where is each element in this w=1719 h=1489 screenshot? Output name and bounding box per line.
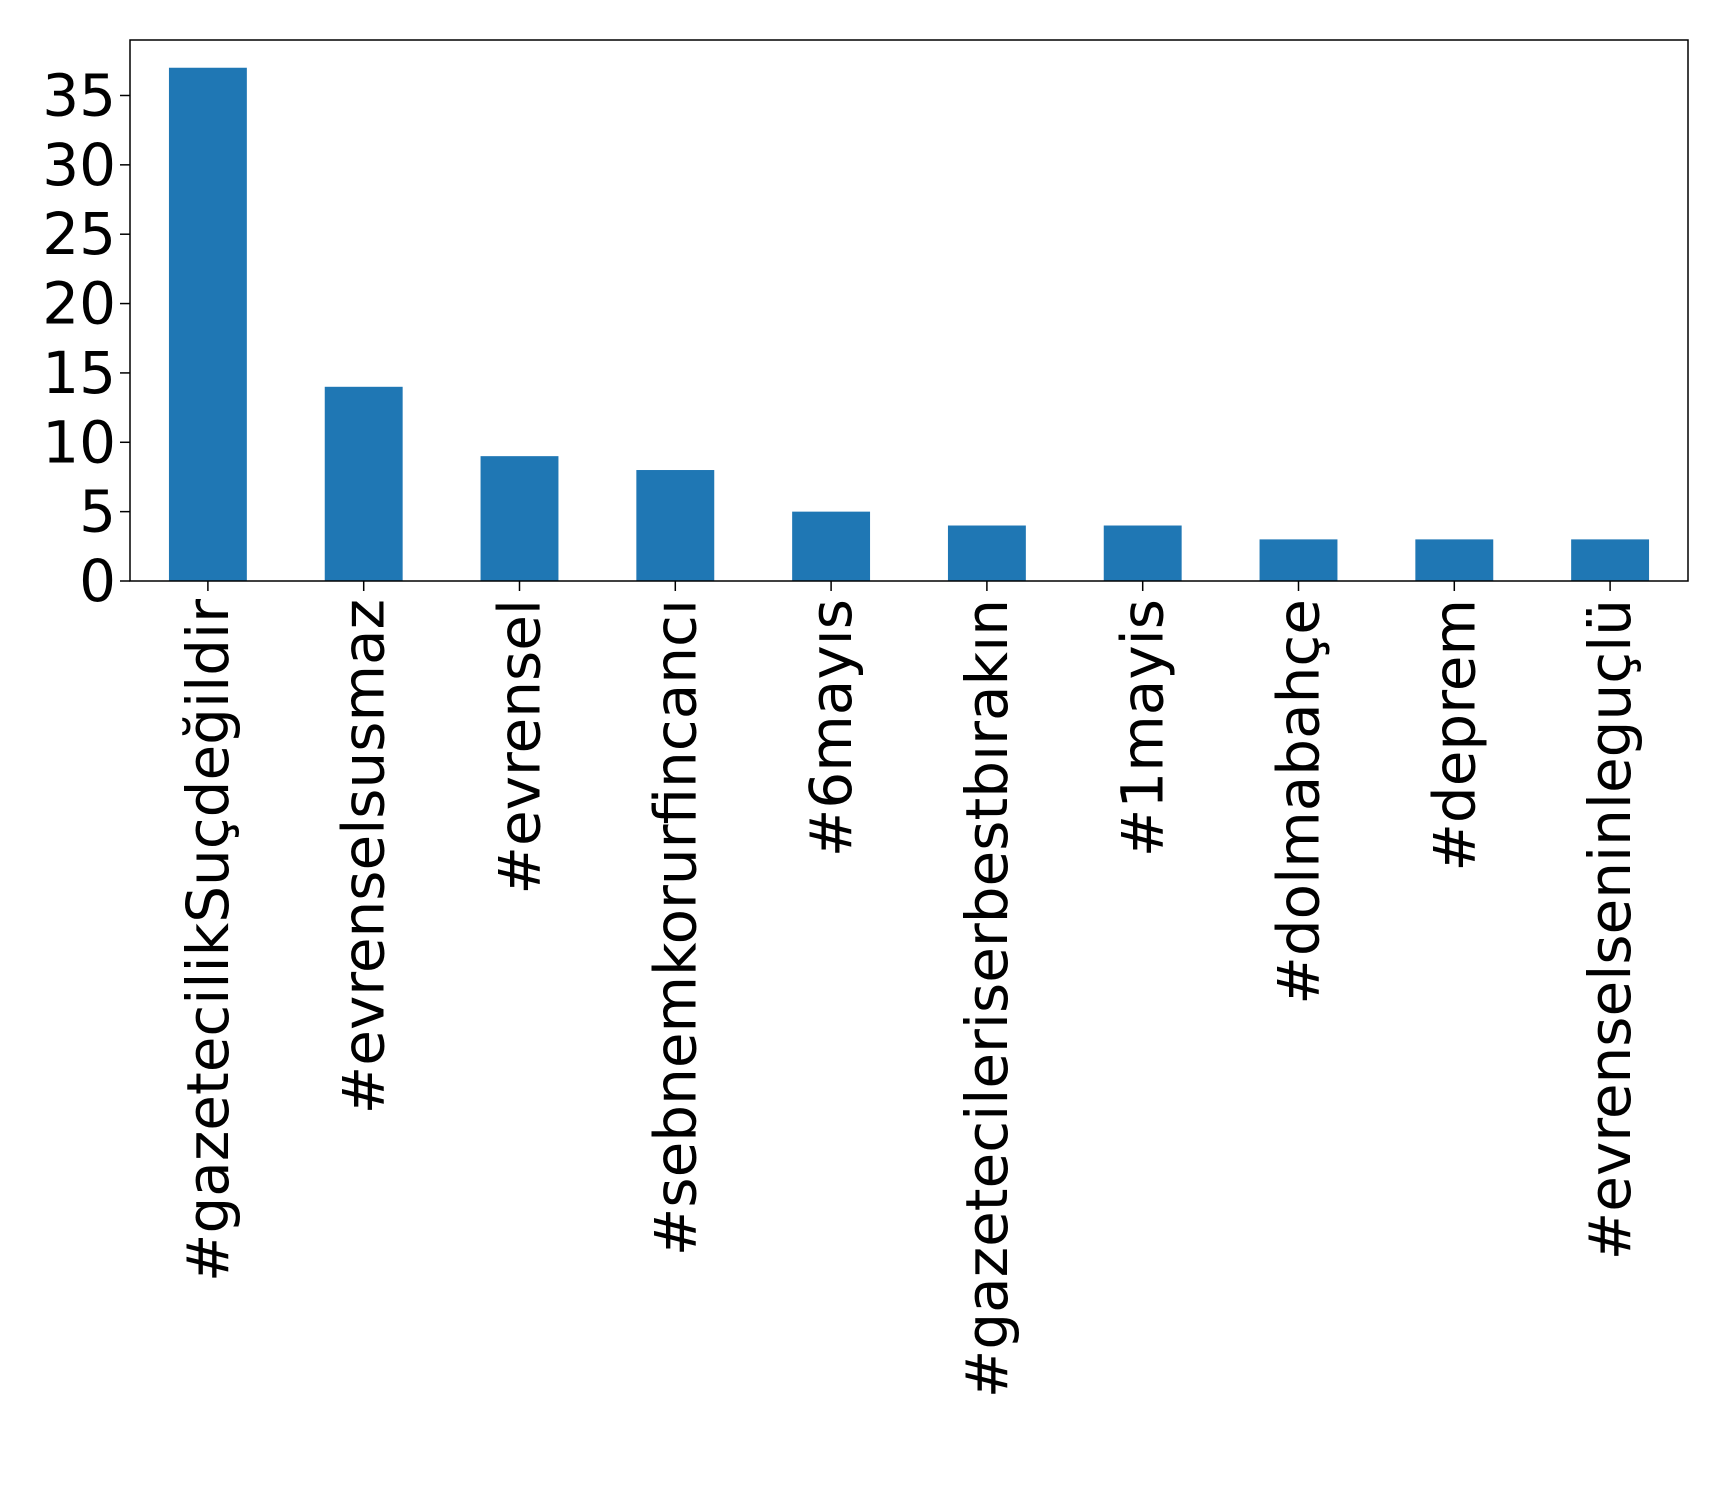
y-tick-label: 0	[79, 547, 116, 615]
x-tick-label: #1mayis	[1109, 599, 1177, 857]
y-tick-label: 20	[42, 270, 116, 338]
x-tick-label: #gazetecilikSuçdeğildir	[174, 599, 242, 1282]
x-tick-label: #evrensel	[486, 599, 554, 895]
y-tick-label: 15	[42, 339, 116, 407]
plot-frame	[129, 39, 1689, 582]
x-tick-label: #deprem	[1420, 599, 1488, 872]
y-tick-label: 35	[42, 61, 116, 129]
bar	[480, 456, 559, 581]
x-tick-label: #sebnemkorurfincancı	[641, 599, 709, 1256]
y-tick-label: 30	[42, 131, 116, 199]
x-axis: #gazetecilikSuçdeğildir #evrenselsusmaz #e…	[174, 581, 1644, 1398]
bar	[1259, 539, 1338, 581]
bar	[168, 67, 247, 581]
x-tick-label: #gazetecileriserbestbırakın	[953, 599, 1021, 1398]
x-tick-label: #dolmabahçe	[1265, 599, 1333, 1005]
bar	[636, 470, 715, 581]
y-tick-label: 10	[42, 408, 116, 476]
bar	[947, 525, 1026, 581]
y-tick-label: 5	[79, 478, 116, 546]
bar	[792, 511, 871, 581]
bar	[324, 386, 403, 581]
bar	[1103, 525, 1182, 581]
bar	[1571, 539, 1650, 581]
x-tick-label: #6mayıs	[797, 599, 865, 857]
x-tick-label: #evrenselseninleguçlü	[1576, 599, 1644, 1260]
x-tick-label: #evrenselsusmaz	[330, 599, 398, 1114]
y-tick-label: 25	[42, 200, 116, 268]
bars	[168, 67, 1650, 581]
bar	[1415, 539, 1494, 581]
